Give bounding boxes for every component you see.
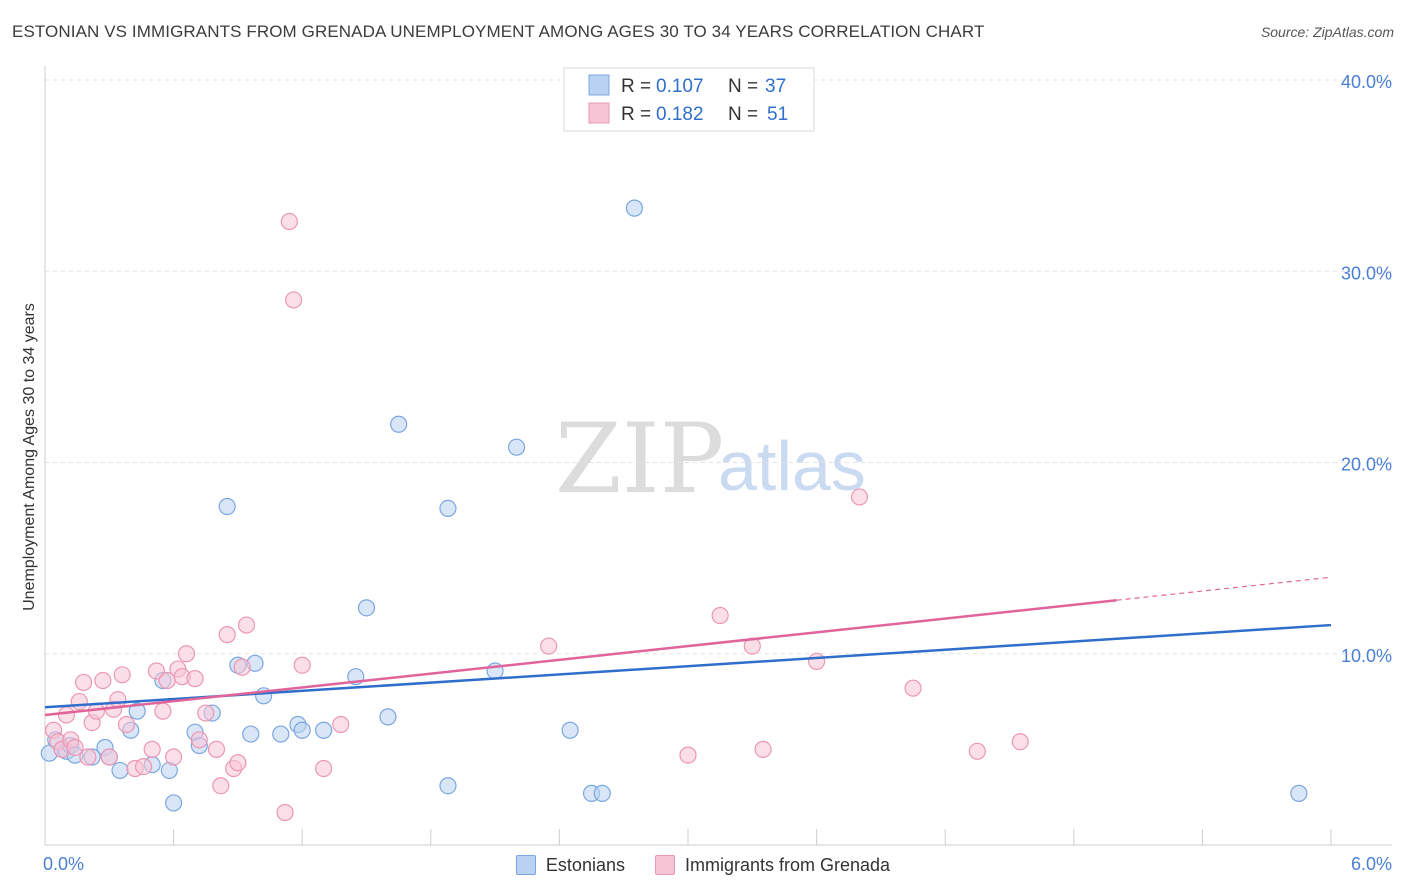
source-credit: Source: ZipAtlas.com bbox=[1260, 24, 1394, 40]
gridlines bbox=[45, 79, 1392, 655]
legend-r-value-0: 0.107 bbox=[656, 76, 704, 97]
point-grenada bbox=[143, 740, 161, 758]
legend-item-grenada[interactable]: Immigrants from Grenada bbox=[654, 854, 891, 876]
point-grenada bbox=[1011, 733, 1029, 751]
point-estonians bbox=[439, 777, 457, 795]
point-grenada bbox=[100, 748, 118, 766]
point-estonians bbox=[357, 599, 376, 617]
point-estonians bbox=[315, 721, 333, 739]
point-estonians bbox=[561, 721, 579, 739]
point-grenada bbox=[109, 691, 127, 709]
x-tick-label: 0.0% bbox=[43, 854, 84, 874]
point-estonians bbox=[242, 725, 260, 743]
point-grenada bbox=[280, 212, 298, 231]
watermark-atlas: atlas bbox=[718, 427, 866, 505]
trend-grenada-extension bbox=[1116, 576, 1332, 601]
data-points bbox=[40, 199, 1308, 822]
point-grenada bbox=[218, 626, 236, 644]
trend-grenada bbox=[44, 598, 1117, 717]
y-tick-label: 30.0% bbox=[1341, 263, 1392, 283]
point-grenada bbox=[754, 740, 772, 758]
point-grenada bbox=[315, 759, 333, 778]
point-estonians bbox=[1290, 784, 1308, 802]
point-estonians bbox=[379, 708, 397, 726]
legend-r-label-0: R = bbox=[621, 76, 651, 97]
stats-legend: R = 0.107 N = 37 R = 0.182 N = 51 bbox=[563, 67, 815, 132]
point-estonians bbox=[593, 784, 611, 802]
point-grenada bbox=[57, 706, 76, 724]
legend-swatch bbox=[515, 855, 536, 875]
point-grenada bbox=[190, 731, 208, 749]
legend-n-value-0: 37 bbox=[765, 76, 786, 97]
point-grenada bbox=[197, 704, 215, 722]
y-tick-label: 40.0% bbox=[1341, 72, 1392, 92]
point-grenada bbox=[293, 656, 311, 674]
point-grenada bbox=[679, 746, 697, 764]
tick-labels: 10.0% 20.0% 30.0% 40.0% 0.0% 6.0% bbox=[43, 72, 1392, 874]
legend-label: Immigrants from Grenada bbox=[684, 854, 891, 875]
point-estonians bbox=[293, 721, 311, 739]
legend-r-value-1: 0.182 bbox=[656, 104, 704, 125]
point-estonians bbox=[111, 761, 129, 780]
point-grenada bbox=[332, 715, 350, 734]
point-grenada bbox=[285, 291, 303, 309]
legend-item-estonians[interactable]: Estonians bbox=[515, 854, 625, 876]
point-grenada bbox=[70, 692, 88, 711]
point-grenada bbox=[79, 748, 97, 766]
point-grenada bbox=[968, 742, 986, 760]
point-estonians bbox=[272, 725, 290, 743]
point-estonians bbox=[439, 499, 457, 517]
point-grenada bbox=[147, 662, 166, 680]
point-estonians bbox=[218, 497, 236, 516]
point-grenada bbox=[154, 702, 172, 720]
point-grenada bbox=[177, 645, 196, 663]
legend-swatch-estonians bbox=[588, 74, 610, 96]
y-tick-label: 20.0% bbox=[1341, 455, 1392, 475]
point-grenada bbox=[229, 754, 247, 772]
trend-lines bbox=[44, 576, 1332, 717]
legend-swatch bbox=[654, 855, 675, 875]
point-grenada bbox=[117, 715, 136, 734]
legend-swatch-grenada bbox=[588, 102, 610, 124]
point-grenada bbox=[212, 777, 230, 795]
x-tick-label: 6.0% bbox=[1351, 854, 1392, 874]
point-grenada bbox=[540, 637, 558, 655]
point-grenada bbox=[186, 670, 204, 688]
legend-n-label-1: N = bbox=[728, 104, 758, 125]
point-grenada bbox=[74, 673, 93, 692]
chart-title: ESTONIAN VS IMMIGRANTS FROM GRENADA UNEM… bbox=[12, 22, 985, 41]
point-estonians bbox=[390, 415, 408, 433]
point-estonians bbox=[625, 199, 644, 217]
point-grenada bbox=[165, 748, 183, 766]
legend-n-label-0: N = bbox=[728, 76, 758, 97]
point-grenada bbox=[94, 671, 112, 690]
point-grenada bbox=[66, 738, 84, 757]
point-grenada bbox=[207, 740, 226, 758]
series-legend: Estonians Immigrants from Grenada bbox=[0, 851, 1406, 879]
legend-label: Estonians bbox=[545, 854, 625, 875]
point-grenada bbox=[850, 488, 869, 506]
point-grenada bbox=[904, 679, 922, 697]
point-grenada bbox=[807, 652, 826, 671]
legend-r-label-1: R = bbox=[621, 104, 651, 125]
point-estonians bbox=[128, 702, 146, 720]
point-grenada bbox=[233, 658, 251, 676]
point-grenada bbox=[276, 803, 294, 822]
watermark: ZIP atlas bbox=[555, 403, 866, 515]
point-grenada bbox=[134, 757, 153, 776]
point-estonians bbox=[165, 794, 183, 812]
axes bbox=[44, 66, 1392, 846]
watermark-zip: ZIP bbox=[555, 403, 724, 515]
y-tick-label: 10.0% bbox=[1341, 646, 1392, 666]
legend-n-value-1: 51 bbox=[767, 104, 788, 125]
trend-estonians bbox=[44, 623, 1332, 709]
point-grenada bbox=[113, 666, 131, 684]
point-grenada bbox=[237, 616, 256, 634]
point-estonians bbox=[507, 438, 526, 456]
point-grenada bbox=[711, 606, 729, 625]
